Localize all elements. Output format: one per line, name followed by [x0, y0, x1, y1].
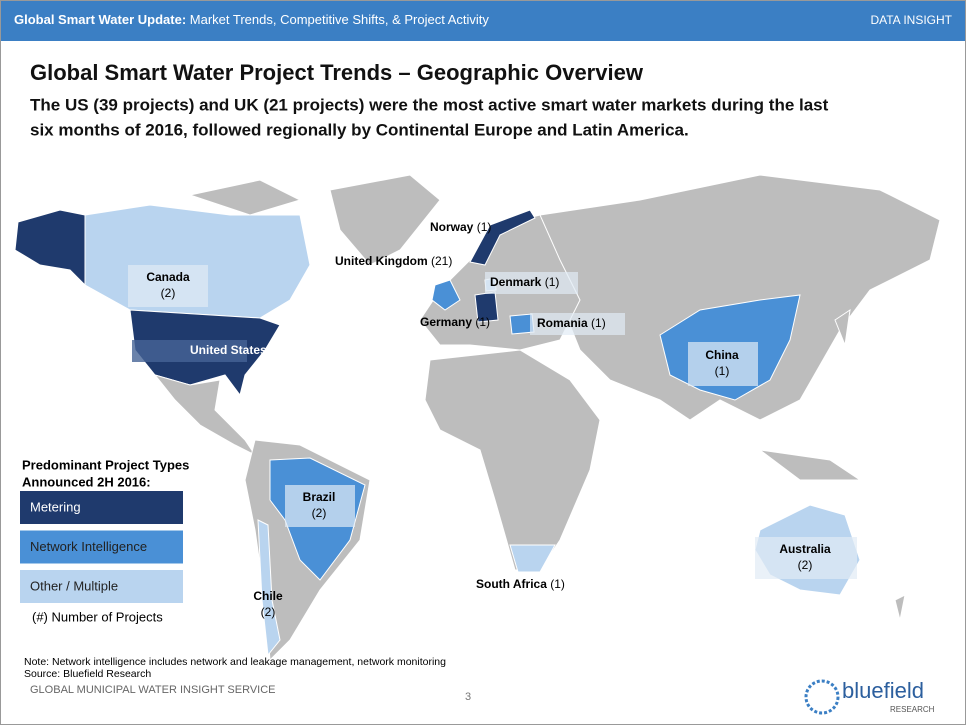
country [509, 544, 556, 573]
service: GLOBAL MUNICIPAL WATER INSIGHT SERVICE [30, 684, 276, 696]
country-name: Romania [537, 316, 588, 330]
label-box [530, 313, 625, 335]
logo-mark [804, 679, 840, 715]
header-rest: Market Trends, Competitive Shifts, & Pro… [190, 12, 490, 27]
footnote: Note: Network intelligence includes netw… [24, 656, 446, 668]
country-name: South Africa [476, 577, 547, 591]
legend-title: Predominant Project Types [22, 457, 189, 472]
land [329, 174, 441, 266]
label-box [755, 537, 857, 579]
country-label: South Africa (1) [476, 577, 565, 591]
project-count: (1) [550, 577, 565, 591]
label-box [485, 272, 578, 294]
country-name: China [705, 348, 739, 362]
legend-swatch [20, 570, 183, 603]
project-count: (2) [798, 558, 813, 572]
country-name: United Kingdom [335, 254, 428, 268]
legend-label: Metering [30, 499, 81, 514]
land [834, 308, 851, 347]
land [539, 174, 941, 421]
label-box [688, 342, 758, 386]
source: Source: Bluefield Research [24, 668, 151, 680]
legend-swatch [20, 491, 183, 524]
header-lead: Global Smart Water Update: [14, 12, 186, 27]
project-count: (1) [475, 315, 490, 329]
label-box [128, 265, 208, 307]
page-number: 3 [465, 691, 471, 703]
country [14, 209, 86, 287]
project-count: (1) [477, 220, 492, 234]
country-label: Romania (1) [537, 316, 606, 330]
country-name: Australia [779, 542, 831, 556]
project-count: (1) [591, 316, 606, 330]
country-label: Germany (1) [420, 315, 490, 329]
header-bar [1, 1, 965, 41]
country-name: Chile [253, 589, 283, 603]
title: Global Smart Water Project Trends – Geog… [30, 60, 644, 85]
logo-sub: RESEARCH [890, 705, 935, 714]
country [469, 209, 536, 266]
project-count: (2) [161, 286, 176, 300]
country-label: United Kingdom (21) [335, 254, 452, 268]
project-count: (39) [270, 343, 291, 357]
logo: bluefield [842, 678, 924, 703]
country-label: Denmark (1) [490, 275, 559, 289]
legend-swatch [20, 530, 183, 564]
land [759, 449, 862, 481]
label-box [285, 485, 355, 527]
country [431, 279, 461, 311]
country-name: Norway [430, 220, 474, 234]
country-labels: Norway (1) United Kingdom (21) Canada (2) Un… [128, 220, 857, 619]
header-tag: DATA INSIGHT [870, 13, 952, 27]
country-name: Canada [146, 270, 190, 284]
project-count: (2) [261, 605, 276, 619]
project-count: (2) [312, 506, 327, 520]
legend: Metering Network Intelligence Other / Mult… [20, 491, 183, 603]
header-text: Global Smart Water Update: Market Trends… [14, 12, 489, 27]
subtitle: six months of 2016, followed regionally … [30, 120, 689, 139]
legend-label: Other / Multiple [30, 578, 118, 593]
label-box [132, 340, 247, 362]
legend-title: Announced 2H 2016: [22, 474, 151, 489]
country-label: Norway (1) [430, 220, 491, 234]
country [257, 519, 281, 657]
project-count: (1) [715, 364, 730, 378]
legend-label: Network Intelligence [30, 539, 147, 554]
country-name: United States [190, 343, 267, 357]
country-name: Germany [420, 315, 472, 329]
subtitle: The US (39 projects) and UK (21 projects… [30, 95, 829, 114]
land [188, 179, 302, 216]
country-label: United States (39) [190, 343, 291, 357]
project-count: (1) [545, 275, 560, 289]
country-name: Denmark [490, 275, 542, 289]
legend-note: (#) Number of Projects [32, 609, 163, 624]
country-name: Brazil [303, 490, 336, 504]
land [894, 594, 906, 621]
project-count: (21) [431, 254, 452, 268]
land [153, 374, 257, 457]
